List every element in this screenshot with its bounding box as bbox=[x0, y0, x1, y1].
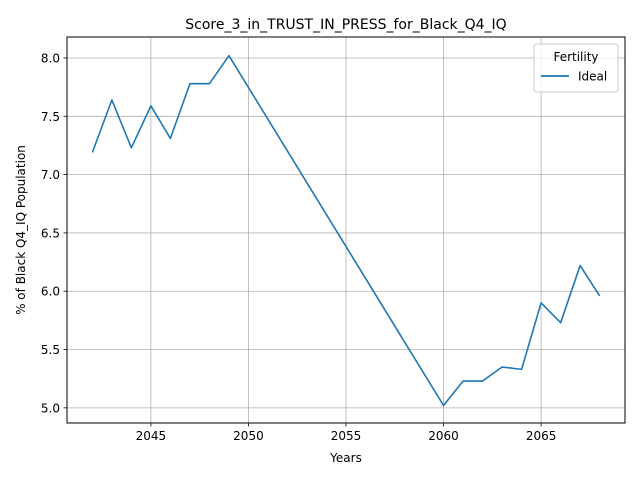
y-tick-label: 5.0 bbox=[41, 401, 60, 415]
legend-title: Fertility bbox=[553, 50, 598, 64]
y-tick-label: 6.5 bbox=[41, 226, 60, 240]
legend-label-ideal: Ideal bbox=[578, 70, 607, 84]
grid bbox=[67, 37, 625, 423]
y-tick-label: 7.0 bbox=[41, 168, 60, 182]
legend-box bbox=[533, 43, 619, 93]
series-layer bbox=[91, 54, 601, 407]
y-tick-label: 7.5 bbox=[41, 110, 60, 124]
y-tick-label: 6.0 bbox=[41, 285, 60, 299]
chart-title: Score_3_in_TRUST_IN_PRESS_for_Black_Q4_I… bbox=[185, 17, 506, 33]
y-axis-label: % of Black Q4_IQ Population bbox=[14, 145, 28, 315]
x-tick-label: 2065 bbox=[526, 429, 557, 443]
x-tick-label: 2060 bbox=[428, 429, 459, 443]
x-tick-label: 2050 bbox=[233, 429, 264, 443]
x-tick-label: 2045 bbox=[136, 429, 167, 443]
x-axis-label: Years bbox=[329, 451, 362, 465]
y-tick-label: 8.0 bbox=[41, 51, 60, 65]
legend: Fertility Ideal bbox=[533, 43, 619, 93]
y-tick-label: 5.5 bbox=[41, 343, 60, 357]
x-tick-label: 2055 bbox=[331, 429, 362, 443]
ticks: 2045 2050 2055 2060 2065 5.0 5.5 6.0 6.5 7.0 7.5 8.… bbox=[41, 51, 556, 443]
